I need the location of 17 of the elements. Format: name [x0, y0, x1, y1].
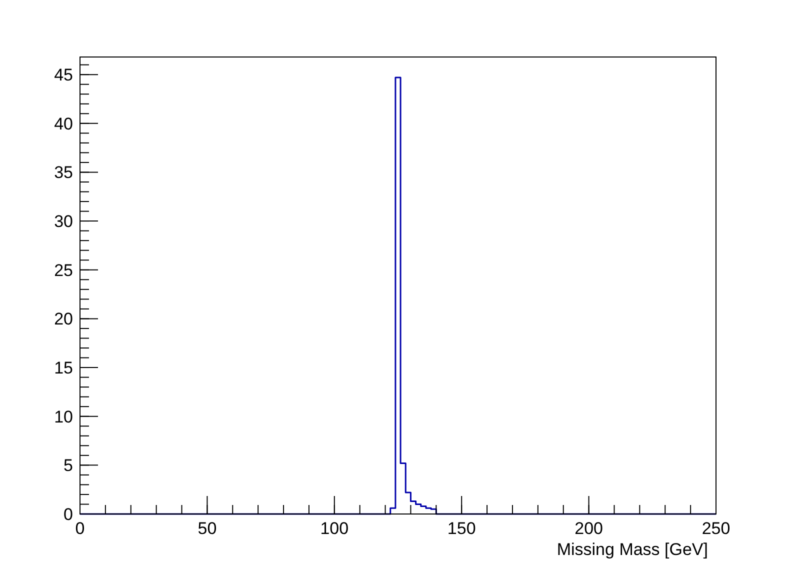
x-tick-label: 50 [198, 519, 217, 538]
y-tick-label: 40 [54, 114, 73, 134]
y-tick-label: 0 [64, 505, 73, 524]
y-tick-label: 10 [54, 407, 73, 426]
x-tick-label: 0 [75, 519, 85, 538]
x-axis-title: Missing Mass [GeV] [556, 540, 708, 559]
y-tick-label: 25 [54, 260, 73, 280]
y-tick-label: 35 [54, 163, 73, 182]
y-tick-label: 15 [54, 358, 73, 378]
y-tick-label: 45 [54, 66, 73, 85]
y-tick-label: 30 [54, 212, 73, 232]
x-tick-label: 250 [702, 519, 730, 538]
x-tick-label: 100 [320, 519, 349, 538]
y-tick-label: 20 [54, 310, 73, 329]
x-tick-label: 150 [447, 519, 476, 538]
y-tick-label: 5 [64, 456, 73, 476]
x-tick-label: 200 [574, 519, 603, 538]
